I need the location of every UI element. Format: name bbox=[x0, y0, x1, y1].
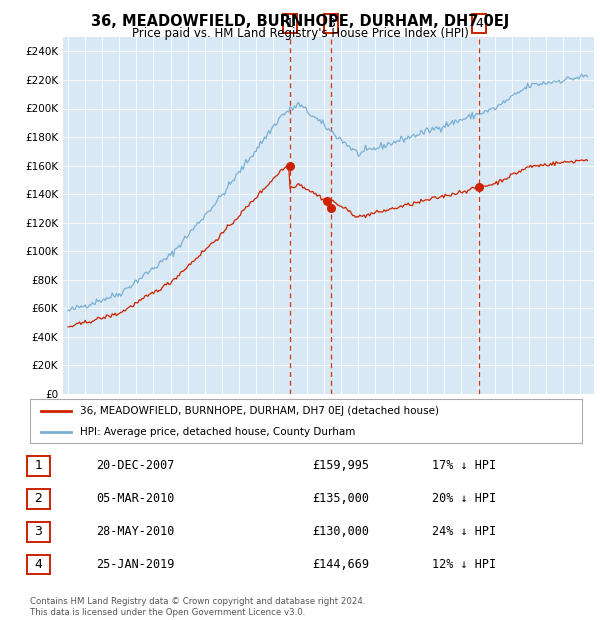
Text: 20-DEC-2007: 20-DEC-2007 bbox=[96, 459, 175, 472]
Text: 12% ↓ HPI: 12% ↓ HPI bbox=[432, 558, 496, 571]
Text: 36, MEADOWFIELD, BURNHOPE, DURHAM, DH7 0EJ: 36, MEADOWFIELD, BURNHOPE, DURHAM, DH7 0… bbox=[91, 14, 509, 29]
Text: Contains HM Land Registry data © Crown copyright and database right 2024.
This d: Contains HM Land Registry data © Crown c… bbox=[30, 598, 365, 617]
Text: £159,995: £159,995 bbox=[312, 459, 369, 472]
Text: 1: 1 bbox=[286, 17, 293, 30]
Text: 17% ↓ HPI: 17% ↓ HPI bbox=[432, 459, 496, 472]
Text: 1: 1 bbox=[34, 459, 43, 472]
Text: HPI: Average price, detached house, County Durham: HPI: Average price, detached house, Coun… bbox=[80, 427, 355, 437]
Text: 05-MAR-2010: 05-MAR-2010 bbox=[96, 492, 175, 505]
Text: 36, MEADOWFIELD, BURNHOPE, DURHAM, DH7 0EJ (detached house): 36, MEADOWFIELD, BURNHOPE, DURHAM, DH7 0… bbox=[80, 406, 439, 416]
Text: 24% ↓ HPI: 24% ↓ HPI bbox=[432, 525, 496, 538]
Text: 4: 4 bbox=[34, 558, 43, 571]
Text: 20% ↓ HPI: 20% ↓ HPI bbox=[432, 492, 496, 505]
Text: £135,000: £135,000 bbox=[312, 492, 369, 505]
Text: 3: 3 bbox=[34, 525, 43, 538]
Text: 3: 3 bbox=[327, 17, 335, 30]
Text: 25-JAN-2019: 25-JAN-2019 bbox=[96, 558, 175, 571]
Text: Price paid vs. HM Land Registry's House Price Index (HPI): Price paid vs. HM Land Registry's House … bbox=[131, 27, 469, 40]
Text: 2: 2 bbox=[34, 492, 43, 505]
Text: 4: 4 bbox=[475, 17, 483, 30]
Text: £144,669: £144,669 bbox=[312, 558, 369, 571]
Text: £130,000: £130,000 bbox=[312, 525, 369, 538]
Text: 28-MAY-2010: 28-MAY-2010 bbox=[96, 525, 175, 538]
